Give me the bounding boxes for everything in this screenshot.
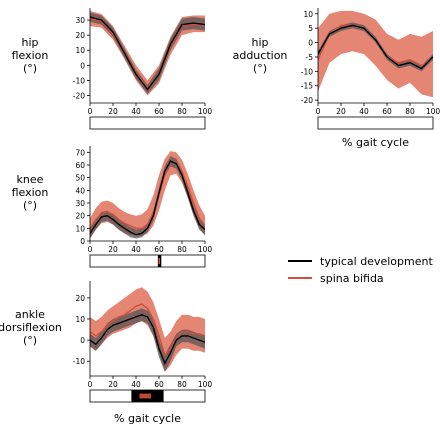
legend: typical development spina bifida [288,255,433,285]
knee-flexion-ytick-label: 0 [80,237,85,246]
ankle-dorsiflexion-title-line: (°) [23,334,37,347]
knee-flexion-ytick-label: 30 [75,199,85,208]
knee-flexion-title-line: (°) [23,199,37,212]
knee-flexion-ytick-label: 10 [75,224,85,233]
hip-adduction-xtick-label: 20 [336,107,346,116]
hip-adduction-xtick-label: 0 [316,107,321,116]
hip-flexion-xtick-label: 20 [108,107,118,116]
hip-flexion-xtick-label: 0 [88,107,93,116]
knee-flexion-xtick-label: 100 [198,245,213,254]
ankle-dorsiflexion-xtick-label: 100 [198,380,213,389]
knee-flexion-significance-bar [89,254,206,268]
ankle-dorsiflexion-spina-line [90,303,205,357]
ankle-dorsiflexion-panel: -10 0 10 20 0 20 40 60 80 100 ankledorsiflexion(°)… [0,281,212,425]
hip-flexion-xtick-label: 80 [177,107,187,116]
knee-flexion-xtick-label: 40 [131,245,141,254]
ankle-dorsiflexion-ytick-label: 0 [80,336,85,345]
hip-flexion-ytick-label: -10 [73,76,85,85]
hip-flexion-title-line: (°) [23,62,37,75]
ankle-dorsiflexion-xtick-label: 60 [154,380,164,389]
ankle-dorsiflexion-xtick-label: 20 [108,380,118,389]
hip-adduction-plot-area [318,10,433,98]
hip-flexion-typical-line [90,16,205,91]
hip-adduction-xlabel: % gait cycle [342,136,409,149]
hip-adduction-ytick-label: 10 [303,10,313,19]
ankle-dorsiflexion-xtick-label: 40 [131,380,141,389]
hip-adduction-ytick-label: -15 [301,82,313,91]
knee-flexion-ytick-label: 60 [75,161,85,170]
knee-flexion-spina-band [90,151,205,239]
ankle-dorsiflexion-xlabel: % gait cycle [114,412,181,425]
knee-flexion-xtick-label: 20 [108,245,118,254]
knee-flexion-ytick-label: 40 [75,186,85,195]
hip-adduction-ytick-label: 0 [308,39,313,48]
hip-adduction-title-line: (°) [253,62,267,75]
hip-adduction-xtick-label: 40 [359,107,369,116]
hip-flexion-ytick-label: 20 [75,31,85,40]
knee-flexion-typical-line [90,160,205,236]
knee-flexion-plot-area [90,151,205,239]
hip-flexion-significance-bar [89,116,206,130]
knee-flexion-xtick-label: 80 [177,245,187,254]
knee-flexion-typical-band [90,156,205,239]
hip-flexion-spina-line [90,17,205,90]
legend-spina-label: spina bifida [320,272,384,285]
hip-adduction-xtick-label: 100 [426,107,440,116]
knee-flexion-ytick-label: 50 [75,174,85,183]
hip-adduction-significance-bar [317,116,434,130]
hip-flexion-plot-area [90,11,205,96]
hip-adduction-title-line: adduction [233,49,288,62]
hip-flexion-title-line: hip [21,36,38,49]
hip-adduction-ytick-label: -10 [301,67,313,76]
ankle-dorsiflexion-xtick-label: 80 [177,380,187,389]
knee-flexion-xtick-label: 60 [154,245,164,254]
ankle-dorsiflexion-ytick-label: -10 [73,357,85,366]
legend-typical-label: typical development [320,255,433,268]
hip-flexion-title-line: flexion [12,49,49,62]
knee-flexion-title-line: flexion [12,186,49,199]
knee-flexion-spina-line [90,161,205,229]
hip-adduction-ytick-label: 5 [308,24,313,33]
hip-adduction-typical-band [318,22,433,72]
ankle-dorsiflexion-xtick-label: 0 [88,380,93,389]
hip-adduction-spina-band [318,10,433,98]
ankle-dorsiflexion-title-line: ankle [15,308,45,321]
hip-flexion-ytick-label: 0 [80,61,85,70]
knee-flexion-title-line: knee [17,173,44,186]
hip-adduction-xtick-label: 60 [382,107,392,116]
hip-adduction-title-line: hip [251,36,268,49]
knee-flexion-ytick-label: 70 [75,148,85,157]
ankle-dorsiflexion-typical-band [90,308,205,372]
hip-flexion-ytick-label: -20 [73,91,85,100]
ankle-dorsiflexion-ytick-label: 20 [75,294,85,303]
knee-flexion-significance-mark [158,258,161,264]
ankle-dorsiflexion-typical-line [90,314,205,365]
hip-flexion-typical-band [90,12,205,94]
hip-flexion-xtick-label: 60 [154,107,164,116]
ankle-dorsiflexion-ytick-label: 10 [75,315,85,324]
hip-adduction-ytick-label: -20 [301,96,313,105]
ankle-dorsiflexion-title-line: dorsiflexion [0,321,62,334]
knee-flexion-ytick-label: 20 [75,212,85,221]
hip-flexion-xtick-label: 40 [131,107,141,116]
knee-flexion-panel: 0 10 20 30 40 50 60 70 0 20 40 60 80 100 kneeflexion(°… [12,146,213,268]
ankle-dorsiflexion-significance-mark [139,393,151,399]
ankle-dorsiflexion-plot-area [90,287,205,372]
ankle-dorsiflexion-spina-band [90,287,205,372]
hip-adduction-typical-line [318,24,433,70]
knee-flexion-xtick-label: 0 [88,245,93,254]
hip-flexion-xtick-label: 100 [198,107,213,116]
hip-adduction-xtick-label: 80 [405,107,415,116]
hip-flexion-ytick-label: 10 [75,46,85,55]
hip-flexion-ytick-label: 30 [75,16,85,25]
hip-adduction-ytick-label: -5 [306,53,314,62]
